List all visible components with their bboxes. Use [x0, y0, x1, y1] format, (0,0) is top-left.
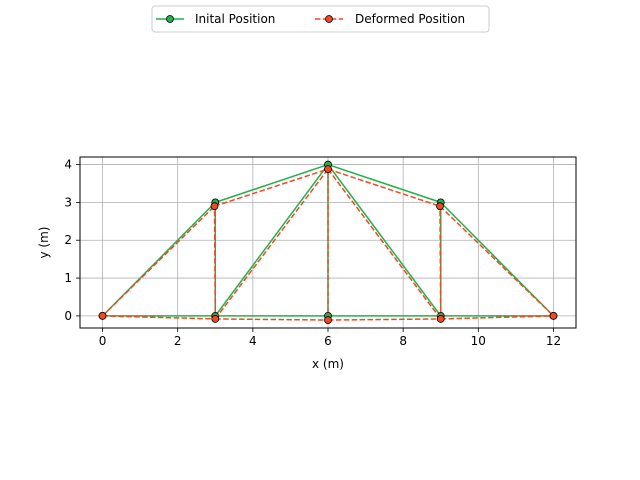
member-line [439, 206, 442, 319]
y-tick-label: 3 [64, 195, 72, 209]
legend-entry-deformed: Deformed Position [315, 12, 465, 26]
x-tick-label: 12 [546, 334, 561, 348]
member-line [214, 164, 329, 317]
member-line [215, 318, 329, 321]
member-line [327, 163, 441, 204]
member-line [102, 315, 216, 320]
y-tick-label: 0 [64, 309, 72, 323]
x-tick-label: 0 [99, 334, 107, 348]
legend: Inital Position Deformed Position [151, 5, 490, 33]
legend-entry-initial: Inital Position [156, 12, 275, 26]
member-line [440, 201, 554, 317]
x-tick-label: 6 [324, 334, 332, 348]
member-line [439, 205, 554, 317]
member-line [102, 205, 216, 317]
member-line [213, 206, 217, 319]
member-line [214, 168, 329, 207]
node-marker [324, 316, 332, 324]
x-tick-label: 8 [399, 334, 407, 348]
legend-label-deformed: Deformed Position [355, 12, 465, 26]
legend-marker-initial [166, 15, 174, 23]
member-line [327, 318, 441, 321]
y-tick-label: 1 [64, 271, 72, 285]
y-tick-label: 2 [64, 233, 72, 247]
member-line [327, 168, 441, 207]
x-tick-label: 10 [471, 334, 486, 348]
node-marker [211, 315, 220, 323]
series-deformed [98, 165, 558, 324]
member-line [214, 168, 329, 320]
node-marker [549, 311, 558, 320]
member-line [327, 168, 442, 320]
legend-marker-deformed [325, 15, 333, 23]
node-marker [324, 165, 332, 174]
x-tick-label: 4 [249, 334, 257, 348]
y-tick-label: 4 [64, 158, 72, 172]
member-line [440, 315, 554, 320]
member-line [215, 163, 329, 204]
plot-series [98, 160, 558, 324]
node-marker [436, 202, 444, 211]
x-axis-label: x (m) [312, 357, 344, 371]
y-axis-label: y (m) [37, 227, 51, 259]
member-line [327, 164, 442, 317]
node-marker [436, 315, 445, 323]
x-tick-label: 2 [174, 334, 182, 348]
node-marker [210, 202, 219, 211]
legend-label-initial: Inital Position [195, 12, 275, 26]
node-marker [98, 311, 107, 320]
